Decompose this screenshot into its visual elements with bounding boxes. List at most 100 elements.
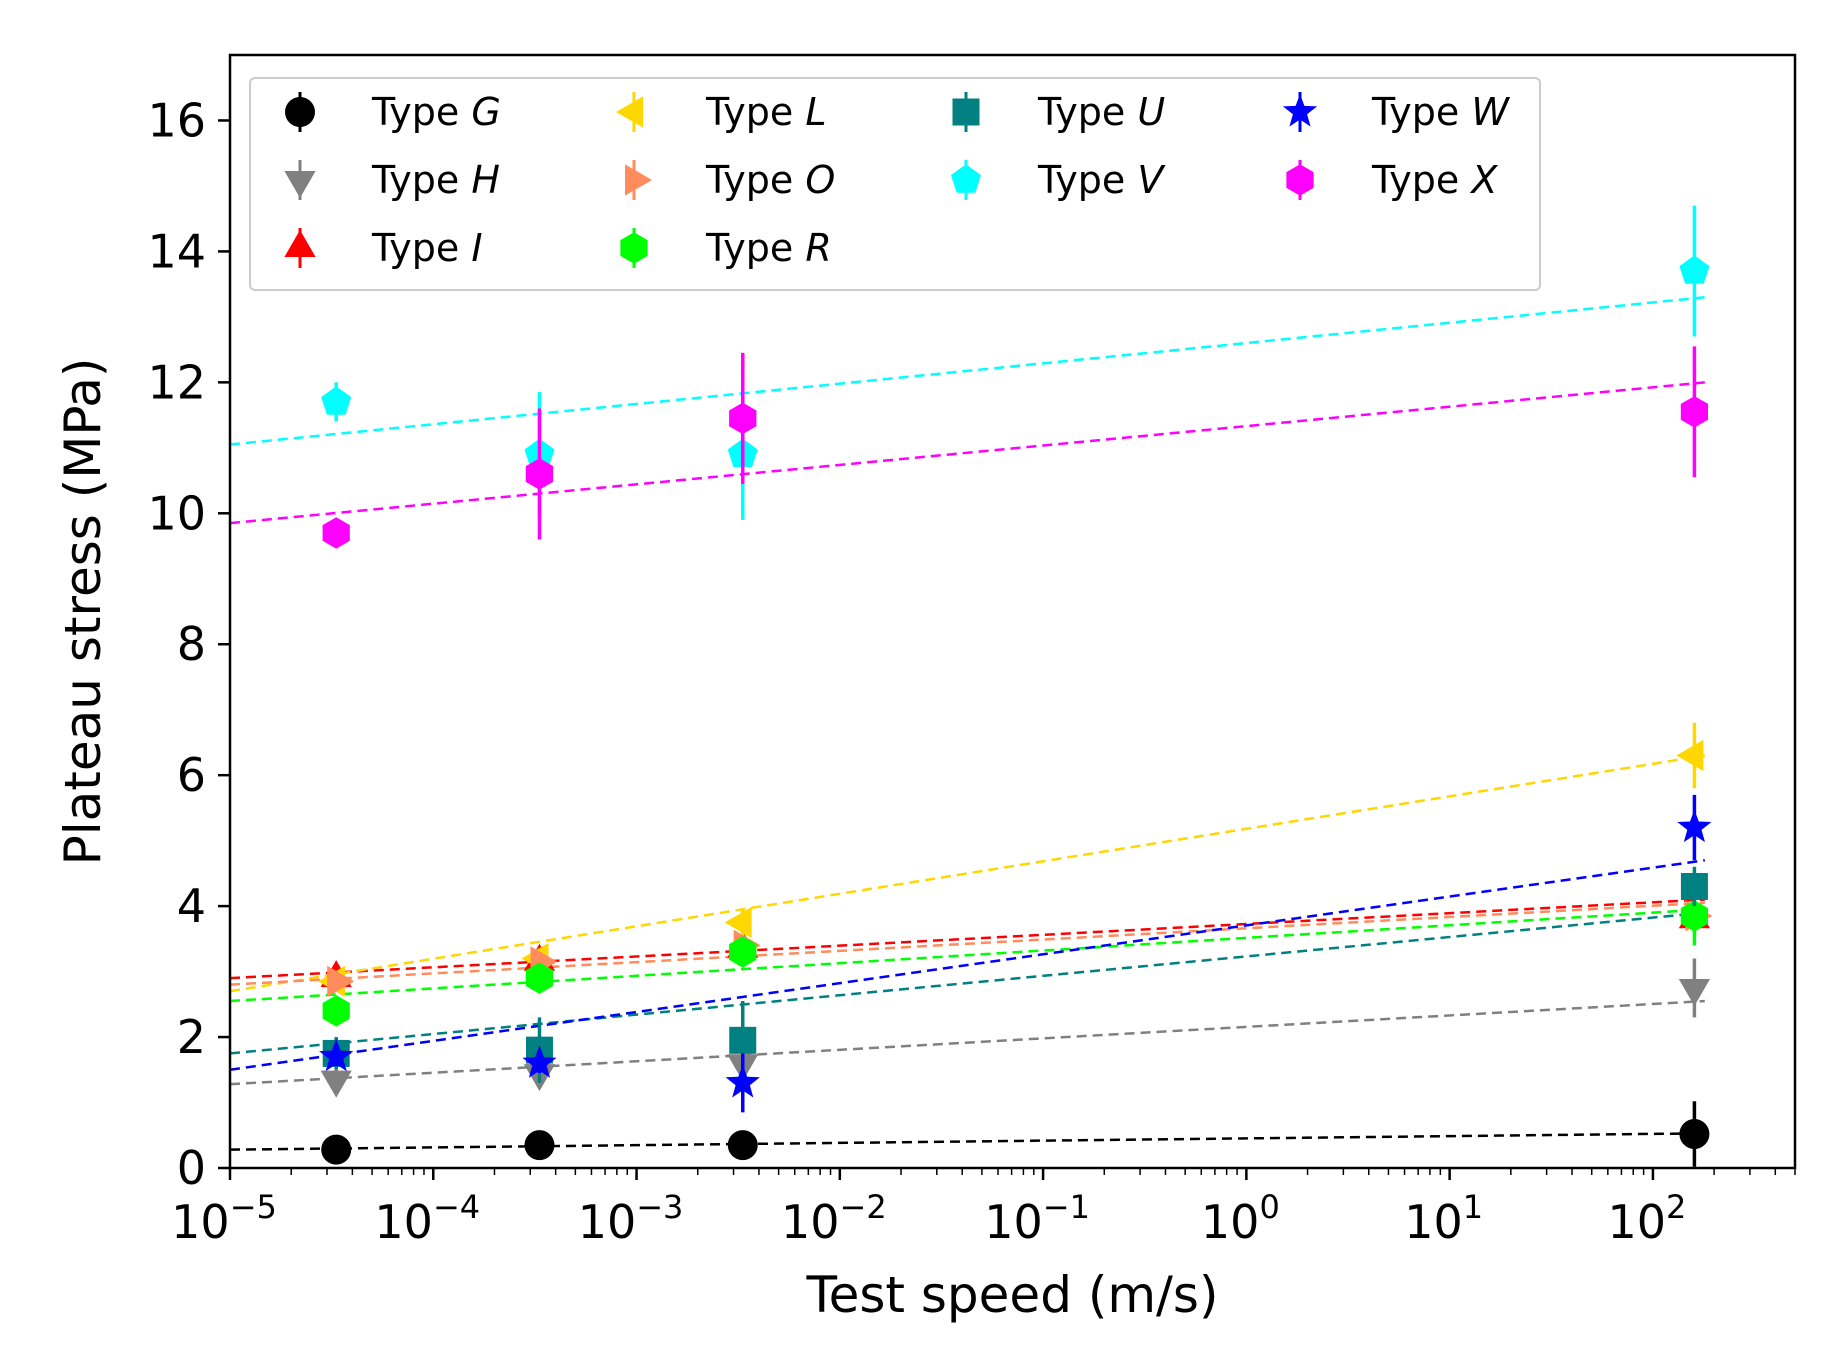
legend-item-u: Type U	[952, 90, 1165, 134]
x-tick-exponent: 1	[1463, 1188, 1483, 1226]
data-point	[525, 458, 554, 490]
x-tick-label: 101	[1404, 1188, 1483, 1249]
legend-marker	[952, 98, 980, 126]
data-point	[729, 936, 757, 968]
legend-series-name: R	[805, 226, 831, 270]
x-tick-label: 10−4	[374, 1188, 480, 1249]
y-tick-label: 0	[177, 1141, 206, 1195]
legend-marker	[284, 171, 316, 198]
fit-line-g	[229, 1132, 1705, 1151]
y-tick-label: 6	[177, 748, 206, 802]
legend-prefix: Type	[705, 158, 805, 202]
data-point	[1680, 872, 1708, 900]
fit-line-w	[229, 859, 1705, 1072]
legend-item-o: Type O	[625, 158, 835, 202]
legend-label: Type R	[705, 226, 832, 270]
fit-line-h	[229, 999, 1705, 1086]
data-point	[1677, 809, 1712, 843]
legend-marker	[1286, 164, 1314, 196]
data-point	[319, 1038, 354, 1072]
legend-series-name: I	[471, 226, 482, 270]
data-point	[1679, 1118, 1710, 1149]
x-tick-exponent: 0	[1259, 1188, 1279, 1226]
y-axis-ticks: 0 2 4 6 8 10 12 14 16	[147, 93, 230, 1195]
legend-prefix: Type	[1371, 90, 1471, 134]
legend-prefix: Type	[705, 90, 805, 134]
legend-prefix: Type	[371, 158, 471, 202]
legend-marker	[625, 164, 652, 196]
legend-item-w: Type W	[1282, 90, 1510, 134]
legend-label: Type U	[1037, 90, 1165, 134]
y-tick-label: 10	[147, 486, 206, 540]
legend-prefix: Type	[1037, 90, 1137, 134]
legend-marker	[285, 97, 315, 127]
fit-line-x	[229, 381, 1705, 525]
x-tick-base: 10	[374, 1195, 433, 1249]
legend-marker	[620, 232, 648, 264]
x-axis-label: Test speed (m/s)	[806, 1266, 1219, 1324]
x-tick-label: 10−5	[171, 1188, 277, 1249]
x-tick-label: 10−3	[578, 1188, 684, 1249]
x-axis-ticks: 10−5 10−4 10−3 10−2 10−1 100 101 102	[171, 1168, 1796, 1249]
legend-item-x: Type X	[1286, 158, 1498, 202]
data-point	[524, 1130, 555, 1161]
y-tick-label: 8	[177, 617, 206, 671]
data-point	[729, 402, 757, 435]
legend-item-l: Type L	[616, 90, 827, 134]
legend-prefix: Type	[371, 226, 471, 270]
data-point	[725, 1064, 760, 1098]
legend-label: Type V	[1037, 158, 1166, 202]
series-w	[319, 794, 1712, 1113]
x-tick-base: 10	[1607, 1195, 1666, 1249]
legend-item-i: Type I	[284, 226, 483, 270]
legend-marker	[616, 96, 643, 128]
y-tick-label: 16	[147, 93, 206, 147]
data-point	[724, 906, 752, 939]
y-tick-label: 12	[147, 355, 206, 409]
data-point	[727, 1130, 758, 1161]
legend-label: Type L	[705, 90, 827, 134]
data-point	[525, 962, 554, 994]
y-tick-label: 4	[177, 879, 206, 933]
legend-series-name: X	[1469, 158, 1498, 202]
x-tick-label: 10−1	[984, 1188, 1090, 1249]
data-point	[1678, 979, 1710, 1006]
legend-series-name: H	[471, 158, 500, 202]
x-tick-exponent: 2	[1666, 1188, 1686, 1226]
data-point	[1680, 396, 1708, 428]
legend-series-name: V	[1137, 158, 1166, 202]
x-tick-base: 10	[984, 1195, 1043, 1249]
y-axis-label: Plateau stress (MPa)	[54, 358, 112, 866]
data-point	[320, 1070, 352, 1098]
legend-marker	[1282, 94, 1318, 127]
legend-prefix: Type	[705, 226, 805, 270]
legend-marker	[284, 230, 316, 257]
x-tick-exponent: −1	[1043, 1188, 1090, 1226]
data-points	[318, 205, 1713, 1167]
x-tick-base: 10	[578, 1195, 637, 1249]
fit-line-r	[229, 908, 1705, 1003]
data-point	[729, 1026, 757, 1054]
x-tick-label: 102	[1607, 1188, 1686, 1249]
legend-marker	[951, 164, 981, 193]
legend-series-name: U	[1137, 90, 1165, 134]
legend-item-g: Type G	[285, 90, 501, 134]
data-point	[321, 1134, 352, 1165]
data-point	[321, 386, 352, 415]
legend-series-name: G	[471, 90, 500, 134]
legend-prefix: Type	[1037, 158, 1137, 202]
y-tick-label: 2	[177, 1010, 206, 1064]
legend-series-name: W	[1471, 90, 1510, 134]
legend-series-name: L	[805, 90, 826, 134]
legend-box	[249, 77, 1541, 291]
fit-line-i	[229, 898, 1705, 980]
x-tick-base: 10	[1404, 1195, 1463, 1249]
x-tick-exponent: −5	[230, 1188, 277, 1226]
series-g	[321, 1101, 1710, 1167]
legend-prefix: Type	[371, 90, 471, 134]
data-point	[327, 965, 355, 997]
x-tick-exponent: −2	[840, 1188, 887, 1226]
fit-line-u	[229, 911, 1705, 1055]
